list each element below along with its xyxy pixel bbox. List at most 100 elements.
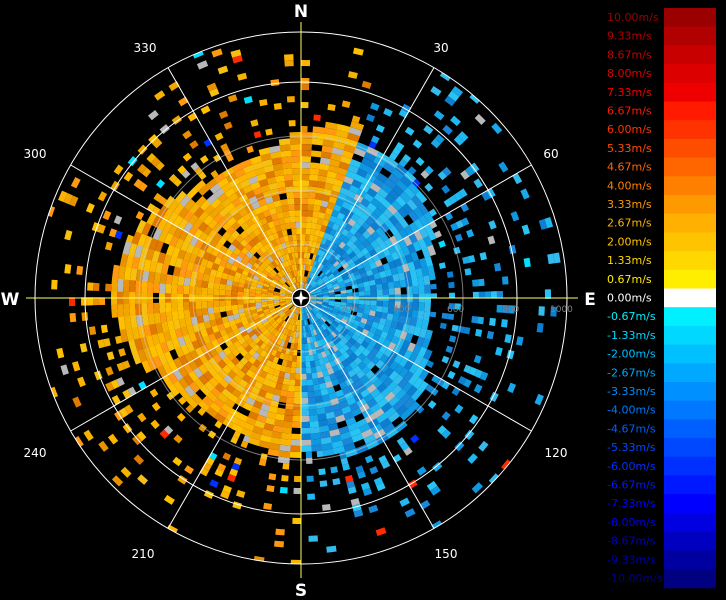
radar-cell xyxy=(326,545,337,553)
radar-cell xyxy=(176,412,186,422)
radar-cell xyxy=(308,402,317,410)
radar-cell xyxy=(242,184,254,194)
bearing-240: 240 xyxy=(24,446,47,460)
radar-cell xyxy=(442,124,453,136)
radar-cell xyxy=(469,162,480,173)
radar-cell xyxy=(304,240,310,247)
radar-cell xyxy=(316,450,324,458)
radar-cell xyxy=(284,274,290,281)
radar-cell xyxy=(280,223,287,231)
radar-cell xyxy=(284,308,290,314)
radar-cell xyxy=(294,276,298,283)
radar-cell xyxy=(275,273,282,280)
radar-cell xyxy=(256,233,264,242)
radar-cell xyxy=(337,256,345,264)
radar-cell xyxy=(262,282,270,288)
radar-cell xyxy=(297,343,301,350)
radar-cell xyxy=(369,403,381,414)
radar-cell xyxy=(183,334,192,345)
radar-cell xyxy=(348,337,357,345)
radar-cell xyxy=(325,207,334,216)
radar-cell xyxy=(301,252,305,259)
radar-cell xyxy=(278,311,285,317)
radar-cell xyxy=(309,420,320,428)
radar-cell xyxy=(388,215,399,226)
radar-cell xyxy=(396,437,406,446)
radar-cell xyxy=(221,388,232,399)
radar-cell xyxy=(334,335,342,343)
radar-cell xyxy=(424,255,434,267)
radar-cell xyxy=(240,365,250,375)
radar-cell xyxy=(310,162,321,170)
radar-cell xyxy=(375,359,385,370)
radar-cell xyxy=(312,282,318,288)
radar-cell xyxy=(302,307,305,314)
radar-cell xyxy=(271,430,283,439)
radar-cell xyxy=(310,222,317,230)
radar-cell xyxy=(300,439,312,446)
radar-cell xyxy=(236,217,246,226)
radar-cell xyxy=(253,336,261,345)
radar-cell xyxy=(462,256,470,265)
radar-cell xyxy=(328,391,338,400)
radar-cell xyxy=(336,375,346,384)
radar-cell xyxy=(210,198,222,209)
radar-cell xyxy=(357,344,366,353)
radar-cell xyxy=(384,366,394,378)
radar-cell xyxy=(207,281,215,289)
radar-cell xyxy=(312,308,318,314)
radar-cell xyxy=(182,152,192,162)
radar-cell xyxy=(213,412,226,424)
radar-cell xyxy=(293,186,302,193)
east-label: E xyxy=(584,290,596,310)
radar-cell xyxy=(340,318,348,325)
radar-cell xyxy=(191,339,201,350)
radar-cell xyxy=(214,172,226,184)
radar-cell xyxy=(169,255,178,267)
radar-cell xyxy=(320,265,327,272)
radar-cell xyxy=(342,236,350,245)
radar-cell xyxy=(301,246,305,253)
radar-cell xyxy=(289,132,302,139)
radar-cell xyxy=(275,306,282,311)
radar-cell xyxy=(346,330,355,338)
radar-cell xyxy=(255,268,263,275)
radar-cell xyxy=(158,353,168,366)
radar-cell xyxy=(297,270,300,277)
radar-cell xyxy=(365,369,375,380)
radar-cell xyxy=(375,227,385,237)
radar-cell xyxy=(292,355,297,362)
radar-cell xyxy=(105,283,112,292)
radar-cell xyxy=(181,169,191,179)
radar-cell xyxy=(328,294,335,298)
radar-cell xyxy=(300,373,307,380)
legend-swatch xyxy=(664,419,716,439)
radar-cell xyxy=(233,276,241,283)
radar-cell xyxy=(296,240,302,247)
radar-cell xyxy=(361,365,371,375)
radar-cell xyxy=(534,393,544,406)
radar-cell xyxy=(266,411,277,420)
radar-cell xyxy=(303,331,307,338)
radar-cell xyxy=(145,248,155,261)
radar-cell xyxy=(453,191,463,202)
radar-cell xyxy=(157,365,168,378)
radar-cell xyxy=(423,310,431,321)
radar-cell xyxy=(507,382,517,394)
radar-cell xyxy=(245,251,254,259)
radar-cell xyxy=(88,326,97,336)
radar-cell xyxy=(293,475,301,482)
radar-cell xyxy=(401,381,413,394)
radar-cell xyxy=(390,251,400,261)
radar-cell xyxy=(256,172,267,182)
radar-cell xyxy=(305,361,311,368)
radar-cell xyxy=(427,265,435,276)
radar-cell xyxy=(157,217,168,231)
radar-cell xyxy=(263,280,271,286)
radar-cell xyxy=(393,363,404,375)
radar-cell xyxy=(369,305,377,312)
radar-cell xyxy=(277,325,283,332)
radar-cell xyxy=(346,299,353,304)
radar-cell xyxy=(398,217,409,229)
radar-cell xyxy=(340,155,352,165)
